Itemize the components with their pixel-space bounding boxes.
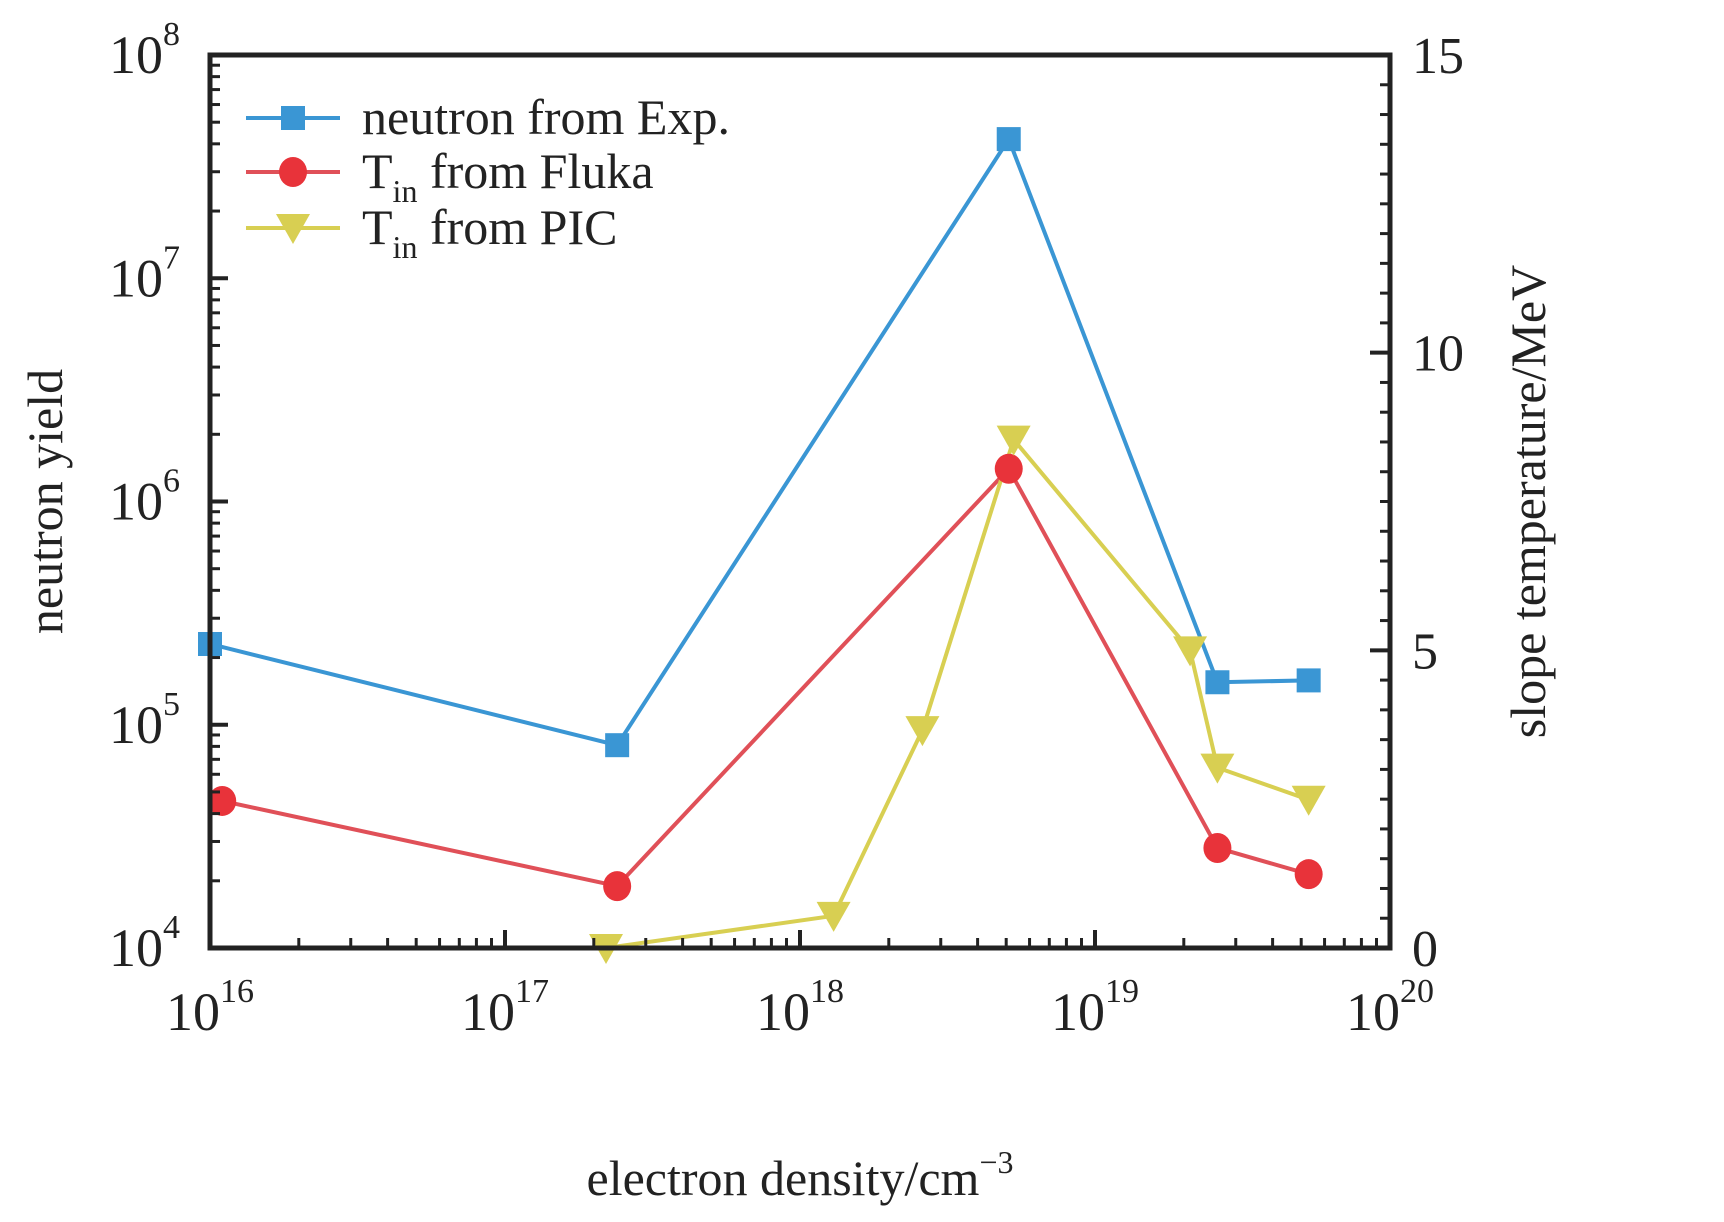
data-point-circle — [994, 453, 1023, 484]
data-point-triangle — [1291, 785, 1326, 816]
y-tick-label: 106 — [109, 463, 180, 532]
y-tick-exponent: 5 — [163, 686, 180, 723]
y-tick-base: 10 — [109, 25, 163, 85]
legend-label: neutron from Exp. — [362, 89, 730, 145]
data-point-triangle — [816, 901, 851, 932]
x-tick-exponent: 18 — [810, 973, 844, 1010]
data-point-triangle — [996, 425, 1031, 456]
data-point-square — [1205, 670, 1230, 695]
x-axis-title-superscript: −3 — [979, 1144, 1013, 1180]
y-tick-label: 108 — [109, 16, 180, 85]
y-tick-base: 10 — [109, 918, 163, 978]
series-line-1 — [221, 465, 1310, 889]
data-point-triangle — [1200, 753, 1235, 784]
x-tick-base: 10 — [166, 982, 220, 1042]
y2-axis-title: slope temperature/MeV — [1500, 265, 1556, 738]
data-point-circle — [1294, 859, 1323, 890]
legend-label-subscript: in — [393, 173, 418, 209]
x-axis-title-main: electron density/cm — [587, 1150, 980, 1206]
legend-label: Tin from PIC — [362, 199, 617, 265]
x-tick-exponent: 19 — [1105, 973, 1139, 1010]
legend-label-main: T — [362, 199, 393, 255]
x-tick-label: 1018 — [756, 973, 844, 1042]
data-point-circle — [603, 871, 632, 902]
y-tick-base: 10 — [109, 695, 163, 755]
data-point-circle — [279, 157, 307, 187]
data-point-triangle — [1173, 636, 1208, 667]
x-tick-base: 10 — [756, 982, 810, 1042]
data-point-triangle — [905, 716, 940, 747]
x-tick-base: 10 — [1346, 982, 1400, 1042]
series-lines — [209, 134, 1310, 950]
data-point-circle — [1203, 832, 1232, 863]
x-axis-ticks: 1016 1017 1018 1019 1020 — [166, 930, 1434, 1042]
x-tick-base: 10 — [1051, 982, 1105, 1042]
x-tick-exponent: 17 — [515, 973, 549, 1010]
y2-axis-ticks: 0 5 10 15 — [1370, 28, 1464, 978]
x-tick-base: 10 — [461, 982, 515, 1042]
y2-tick-label: 5 — [1412, 623, 1438, 680]
y-tick-exponent: 6 — [163, 463, 180, 500]
data-point-triangle — [276, 214, 310, 244]
x-tick-label: 1017 — [461, 973, 549, 1042]
x-axis-title: electron density/cm−3 — [587, 1144, 1014, 1206]
y-tick-exponent: 8 — [163, 16, 180, 53]
y-tick-label: 107 — [109, 239, 180, 308]
legend-label-rest: from PIC — [417, 199, 617, 255]
legend-label: Tin from Fluka — [362, 143, 654, 209]
y-tick-exponent: 4 — [163, 909, 180, 946]
x-tick-label: 1016 — [166, 973, 254, 1042]
data-point-square — [1296, 668, 1321, 693]
x-tick-exponent: 20 — [1400, 973, 1434, 1010]
y-tick-base: 10 — [109, 248, 163, 308]
x-tick-label: 1019 — [1051, 973, 1139, 1042]
y-tick-label: 104 — [109, 909, 180, 978]
y2-tick-label: 15 — [1412, 28, 1464, 85]
y-tick-exponent: 7 — [163, 239, 180, 276]
data-point-square — [605, 733, 630, 758]
y-axis-title: neutron yield — [17, 369, 73, 634]
data-point-square — [996, 127, 1021, 152]
y-tick-base: 10 — [109, 472, 163, 532]
legend-label-main: T — [362, 143, 393, 199]
series-line-2 — [605, 435, 1310, 950]
legend-label-subscript: in — [393, 229, 418, 265]
series-markers — [198, 127, 1326, 964]
legend-label-rest: from Fluka — [417, 143, 653, 199]
x-tick-exponent: 16 — [220, 973, 254, 1010]
data-point-square — [281, 106, 305, 130]
x-tick-label: 1020 — [1346, 973, 1434, 1042]
y-tick-label: 105 — [109, 686, 180, 755]
y2-tick-label: 0 — [1412, 921, 1438, 978]
y2-tick-label: 10 — [1412, 326, 1464, 383]
